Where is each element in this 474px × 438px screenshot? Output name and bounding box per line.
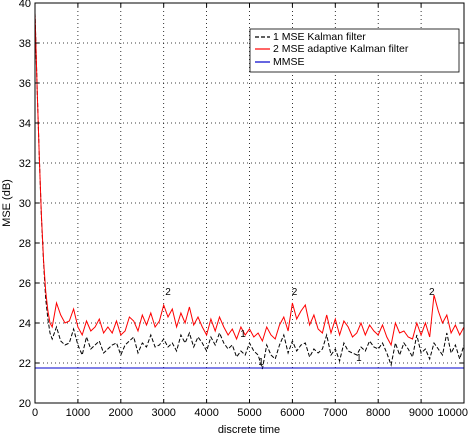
x-axis-label: discrete time [218, 424, 280, 436]
y-tick-label: 38 [19, 38, 31, 50]
y-tick-label: 40 [19, 0, 31, 10]
series-annotation: 2 [292, 287, 298, 298]
series-annotation: 2 [429, 287, 435, 298]
annotations: 2 2 2 1 1 1 [165, 287, 435, 368]
y-axis-label: MSE (dB) [1, 179, 13, 227]
y-tick-label: 34 [19, 118, 31, 130]
x-tick-label: 9000 [409, 407, 433, 419]
y-tick-label: 24 [19, 318, 31, 330]
series-line-1 [35, 12, 464, 370]
x-tick-label: 2000 [109, 407, 133, 419]
y-tick-label: 36 [19, 78, 31, 90]
x-tick-label: 6000 [280, 407, 304, 419]
x-tick-label: 1000 [66, 407, 90, 419]
series-annotation: 1 [258, 357, 264, 368]
series-annotation: 1 [240, 329, 246, 340]
y-tick-label: 30 [19, 198, 31, 210]
x-tick-label: 0 [32, 407, 38, 419]
legend-label-1: 1 MSE Kalman filter [273, 31, 366, 43]
y-tick-label: 28 [19, 238, 31, 250]
x-tick-label: 8000 [366, 407, 390, 419]
legend-box [249, 28, 460, 73]
series-annotation: 1 [356, 353, 362, 364]
y-tick-label: 32 [19, 158, 31, 170]
grid [35, 3, 464, 403]
x-tick-label: 10000 [437, 407, 468, 419]
x-tick-label: 4000 [194, 407, 218, 419]
legend-label-2: 2 MSE adaptive Kalman filter [273, 43, 409, 55]
x-tick-label: 5000 [237, 407, 261, 419]
y-tick-label: 20 [19, 398, 31, 410]
series-annotation: 2 [165, 287, 171, 298]
series-layer [35, 12, 464, 370]
series-line-2 [35, 12, 464, 347]
y-tick-label: 22 [19, 358, 31, 370]
ticks: 0 1000 2000 3000 4000 5000 6000 7000 8000 9000 100… [19, 0, 468, 419]
y-tick-label: 26 [19, 278, 31, 290]
x-tick-label: 3000 [151, 407, 175, 419]
legend-label-3: MMSE [273, 56, 305, 68]
x-tick-label: 7000 [323, 407, 347, 419]
